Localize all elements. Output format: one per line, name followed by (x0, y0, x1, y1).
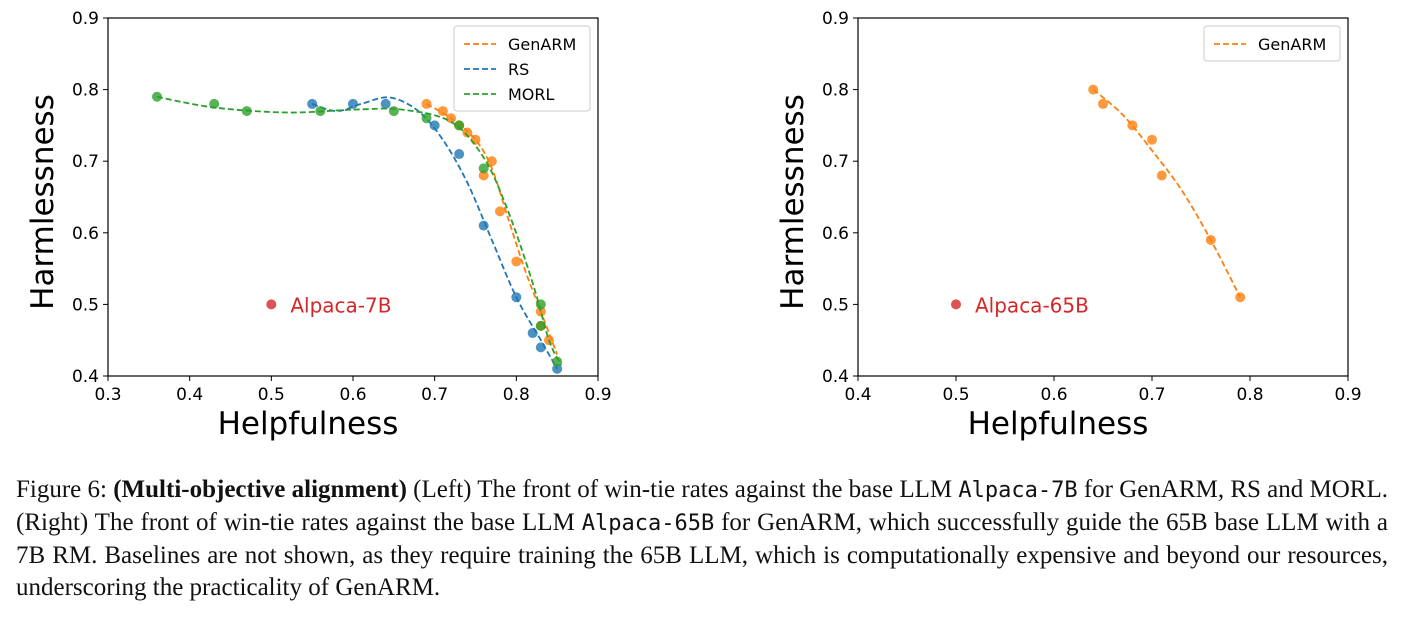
y-tick-label: 0.9 (72, 9, 99, 29)
figure-charts: 0.3 0.4 0.5 0.6 0.7 0.8 0.90.40.50.60.70.80.9H… (25, 9, 1362, 442)
series-genarm (1088, 84, 1246, 303)
data-point-genarm (446, 113, 456, 124)
data-point-rs (478, 220, 489, 231)
data-point-morl (535, 320, 546, 331)
data-point-morl (152, 91, 162, 102)
x-tick-label: 0.8 (1236, 385, 1263, 405)
caption-text-2: for GenARM, RS and MORL. (Right) The fro… (16, 476, 1388, 536)
x-axis-label: Helpfulness (968, 406, 1149, 442)
data-point-morl (454, 120, 465, 131)
x-tick-label: 0.5 (942, 385, 969, 405)
y-tick-label: 0.7 (72, 152, 99, 172)
data-point-morl (478, 163, 489, 174)
series-rs (307, 96, 563, 374)
legend-label-genarm: GenARM (1258, 35, 1326, 54)
caption-text-1: (Left) The front of win-tie rates agains… (406, 476, 959, 503)
data-point-rs (429, 120, 440, 131)
x-tick-label: 0.9 (584, 385, 611, 405)
data-point-genarm (1127, 120, 1138, 131)
x-tick-label: 0.9 (1334, 385, 1361, 405)
data-point-rs (527, 328, 538, 339)
data-point-rs (307, 98, 318, 109)
legend-label-morl: MORL (508, 85, 555, 104)
data-point-rs (552, 363, 563, 374)
legend-label-rs: RS (508, 60, 529, 79)
x-tick-label: 0.3 (94, 385, 121, 405)
x-tick-label: 0.4 (844, 385, 871, 405)
data-point-genarm (421, 98, 432, 109)
legend-box (1203, 25, 1341, 62)
series-line-morl (156, 95, 563, 366)
caption-label: Figure 6: (16, 476, 107, 503)
y-tick-label: 0.5 (822, 295, 849, 315)
y-tick-label: 0.6 (72, 224, 99, 244)
data-point-genarm (511, 256, 522, 267)
data-point-genarm (495, 206, 505, 217)
data-point-morl (315, 106, 326, 117)
data-point-genarm (1098, 98, 1108, 109)
x-tick-label: 0.4 (176, 385, 203, 405)
series-morl (152, 91, 563, 367)
data-point-morl (209, 98, 220, 109)
y-tick-label: 0.4 (822, 367, 849, 387)
data-point-morl (421, 113, 432, 124)
y-tick-label: 0.6 (822, 224, 849, 244)
data-point-rs (454, 149, 465, 160)
caption-model-65b: Alpaca-65B (581, 511, 715, 536)
chart-1: 0.3 0.4 0.5 0.6 0.7 0.8 0.90.40.50.60.70.80.9H… (25, 9, 612, 442)
series-line-genarm (1092, 88, 1242, 298)
data-point-rs (380, 98, 391, 109)
data-point-morl (535, 299, 546, 310)
y-tick-label: 0.8 (822, 81, 849, 101)
figure-caption: Figure 6: (Multi-objective alignment) (L… (16, 474, 1388, 604)
data-point-rs (511, 292, 522, 303)
data-point-genarm (462, 127, 473, 138)
x-tick-label: 0.6 (1040, 385, 1067, 405)
y-tick-label: 0.9 (822, 9, 849, 29)
legend-box (453, 25, 591, 112)
data-point-morl (388, 106, 399, 117)
data-point-rs (348, 98, 358, 109)
legend-label-genarm: GenARM (508, 35, 576, 54)
data-point-genarm (1147, 134, 1157, 145)
data-point-morl (241, 106, 252, 117)
y-tick-label: 0.4 (72, 367, 99, 387)
data-point-genarm (1088, 84, 1099, 95)
caption-text-3: for GenARM, which successfully guide the… (16, 509, 1389, 601)
data-point-genarm (535, 306, 546, 317)
chart-2: 0.4 0.5 0.6 0.7 0.8 0.9 0.4 0.5 0.6 0.7 0.8 0.9 Help… (775, 9, 1362, 442)
data-point-genarm (1156, 170, 1167, 181)
y-axis-label: Harmlessness (775, 94, 811, 310)
data-point-genarm (486, 156, 497, 167)
caption-bold-title: (Multi-objective alignment) (113, 476, 407, 503)
data-point-genarm (437, 106, 448, 117)
legend: GenARM (1203, 25, 1341, 62)
base-model-label: Alpaca-65B (975, 293, 1089, 317)
y-tick-label: 0.5 (72, 295, 99, 315)
plot-frame (857, 17, 1349, 377)
data-point-genarm (1205, 234, 1216, 245)
base-model-point (266, 299, 277, 310)
x-tick-label: 0.5 (258, 385, 285, 405)
data-point-genarm (478, 170, 489, 181)
base-model-point (951, 299, 961, 310)
x-tick-label: 0.7 (421, 385, 448, 405)
x-axis-label: Helpfulness (218, 406, 399, 442)
y-tick-label: 0.8 (72, 81, 99, 101)
y-tick-label: 0.7 (822, 152, 849, 172)
base-model-label: Alpaca-7B (290, 293, 391, 317)
data-point-morl (552, 356, 563, 367)
y-axis-label: Harmlessness (25, 94, 61, 310)
x-tick-label: 0.8 (503, 385, 530, 405)
legend: GenARM RS MORL (453, 25, 591, 112)
series-line-rs (311, 96, 558, 370)
data-point-rs (535, 342, 546, 353)
caption-model-7b: Alpaca-7B (958, 478, 1078, 503)
series-line-genarm (426, 103, 559, 355)
x-tick-label: 0.7 (1138, 385, 1165, 405)
x-tick-label: 0.6 (339, 385, 366, 405)
data-point-genarm (1235, 292, 1246, 303)
